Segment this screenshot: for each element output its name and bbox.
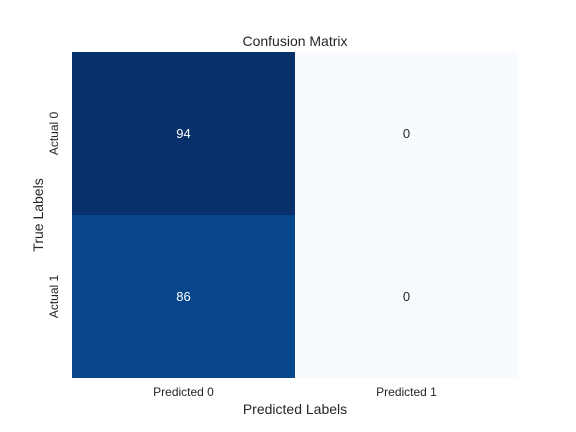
heatmap-cells: 94 0 86 0 [72,52,518,378]
x-tick-label: Predicted 1 [376,385,437,399]
cell-value-label: 86 [176,289,190,304]
cell-value-label: 0 [403,289,410,304]
y-tick-labels: Actual 0 Actual 1 [47,111,61,318]
y-tick-label: Actual 1 [47,274,61,318]
x-tick-label: Predicted 0 [153,385,214,399]
x-axis-label: Predicted Labels [243,401,347,417]
cell-value-label: 0 [403,126,410,141]
cell-value-label: 94 [176,126,190,141]
chart-title: Confusion Matrix [242,33,347,49]
y-axis-label: True Labels [30,178,46,251]
x-tick-labels: Predicted 0 Predicted 1 [153,385,437,399]
y-tick-label: Actual 0 [47,111,61,155]
